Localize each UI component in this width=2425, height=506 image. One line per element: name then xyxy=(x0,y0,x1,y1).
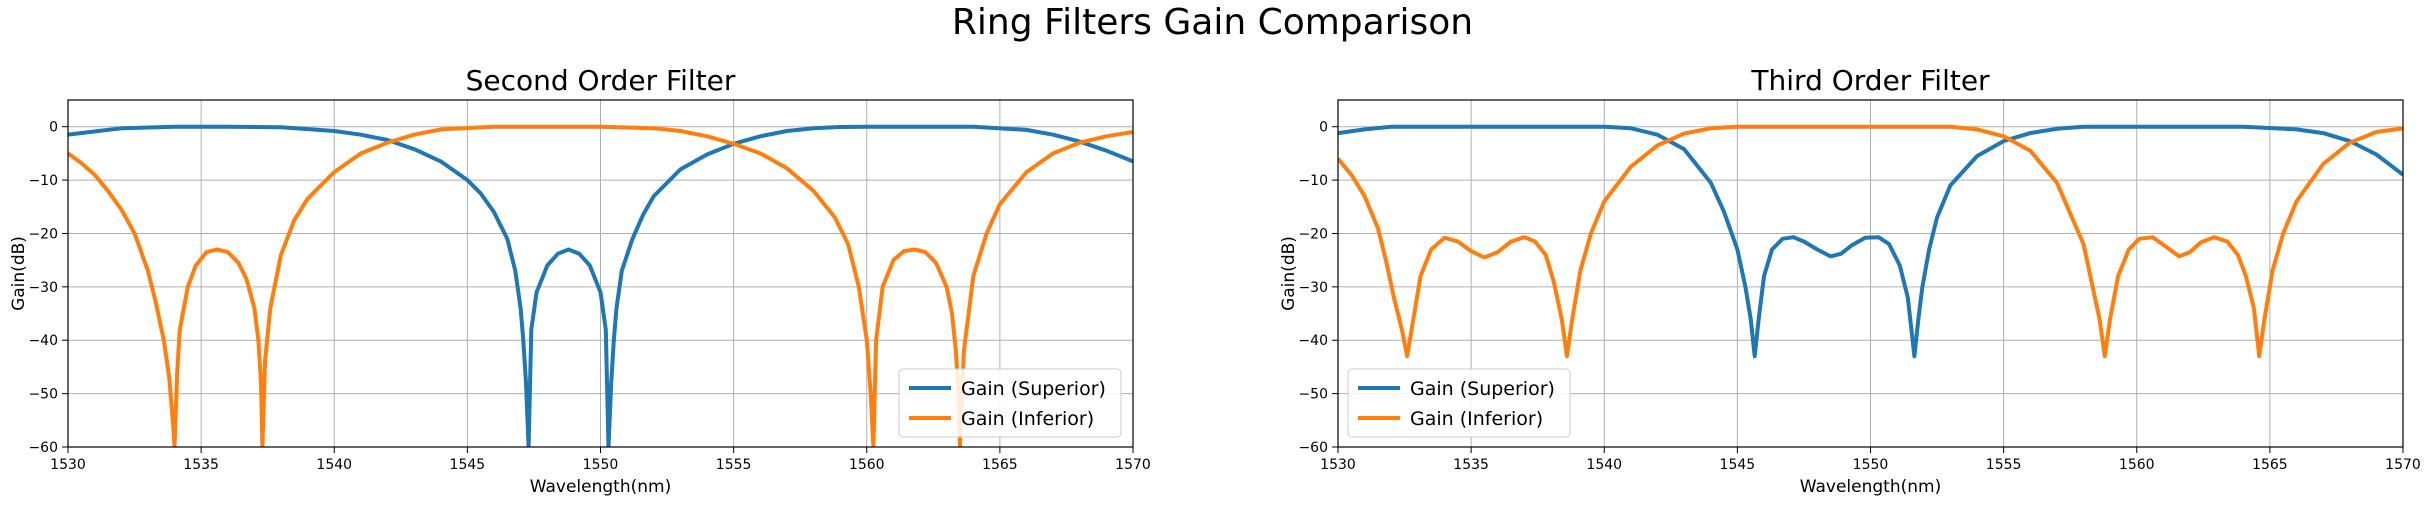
panel-2-x-tick-label: 1570 xyxy=(2385,457,2421,473)
panel-1-x-tick-label: 1565 xyxy=(982,457,1018,473)
panel-1-y-tick-label: −10 xyxy=(28,173,58,189)
panel-2-y-tick-label: −10 xyxy=(1298,173,1328,189)
panel-2-x-tick-label: 1545 xyxy=(1720,457,1756,473)
panel-1-y-tick-label: −50 xyxy=(28,387,58,403)
panel-1-legend-label-inferior: Gain (Inferior) xyxy=(961,408,1094,430)
panel-2-x-axis-label: Wavelength(nm) xyxy=(1800,477,1941,497)
panel-2-x-tick-label: 1535 xyxy=(1453,457,1489,473)
panel-1-x-tick-label: 1535 xyxy=(183,457,219,473)
panel-2-series-line-inferior xyxy=(1338,124,2403,359)
panel-2-x-tick-label: 1560 xyxy=(2119,457,2155,473)
panel-1-x-tick-label: 1540 xyxy=(316,457,352,473)
panel-1-title: Second Order Filter xyxy=(466,64,736,97)
panel-2-legend-label-superior: Gain (Superior) xyxy=(1410,378,1555,400)
panel-1-x-tick-label: 1555 xyxy=(716,457,752,473)
panel-1-x-tick-label: 1545 xyxy=(450,457,486,473)
panel-1-y-tick-label: −30 xyxy=(28,280,58,296)
panel-1-x-tick-label: 1560 xyxy=(849,457,885,473)
panel-2-series-line-superior xyxy=(1338,124,2403,359)
panel-1-legend-label-superior: Gain (Superior) xyxy=(961,378,1106,400)
panel-2-y-tick-label: 0 xyxy=(1319,120,1328,136)
panel-1-y-tick-label: −40 xyxy=(28,333,58,349)
panel-2-x-tick-label: 1555 xyxy=(1986,457,2022,473)
panel-1-legend-box xyxy=(898,368,1122,438)
panel-2-legend-box xyxy=(1347,368,1571,438)
panel-1-y-tick-label: −20 xyxy=(28,226,58,242)
panel-1-series-line-superior xyxy=(68,124,1133,447)
panel-1-x-tick-label: 1530 xyxy=(50,457,86,473)
panel-2-legend-label-inferior: Gain (Inferior) xyxy=(1410,408,1543,430)
panel-2-title: Third Order Filter xyxy=(1750,64,1990,97)
panel-2-y-axis-label: Gain(dB) xyxy=(1279,236,1299,311)
panel-2-y-tick-label: −50 xyxy=(1298,387,1328,403)
panel-2-x-tick-label: 1550 xyxy=(1853,457,1889,473)
panel-1-y-tick-label: −60 xyxy=(28,440,58,456)
panel-2-x-tick-label: 1565 xyxy=(2252,457,2288,473)
panel-1-x-axis-label: Wavelength(nm) xyxy=(530,477,671,497)
panel-1-y-axis-label: Gain(dB) xyxy=(9,236,29,311)
panel-2-y-tick-label: −20 xyxy=(1298,226,1328,242)
panel-1-series-line-inferior xyxy=(68,124,1133,447)
panel-1-x-tick-label: 1550 xyxy=(583,457,619,473)
panel-2-x-tick-label: 1540 xyxy=(1586,457,1622,473)
panel-1-x-tick-label: 1570 xyxy=(1115,457,1151,473)
panel-2-y-tick-label: −60 xyxy=(1298,440,1328,456)
figure-title: Ring Filters Gain Comparison xyxy=(951,2,1474,43)
panel-1-y-tick-label: 0 xyxy=(49,120,58,136)
panel-2-y-tick-label: −40 xyxy=(1298,333,1328,349)
panel-2-y-tick-label: −30 xyxy=(1298,280,1328,296)
panel-2-x-tick-label: 1530 xyxy=(1320,457,1356,473)
